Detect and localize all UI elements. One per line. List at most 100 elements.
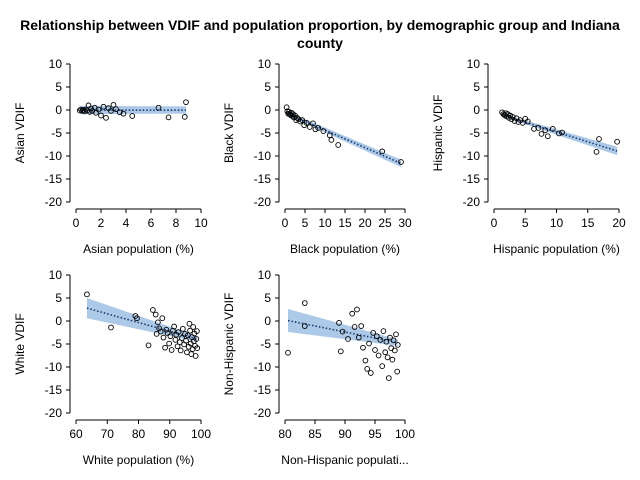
data-point bbox=[614, 138, 620, 145]
data-point bbox=[189, 346, 196, 352]
data-point bbox=[186, 320, 193, 327]
data-point bbox=[299, 117, 306, 123]
data-point bbox=[379, 363, 386, 369]
data-point bbox=[372, 347, 378, 353]
data-point bbox=[181, 114, 188, 120]
x-tick-label: 10 bbox=[194, 216, 208, 230]
data-point bbox=[384, 354, 391, 361]
data-point bbox=[391, 347, 398, 354]
data-point bbox=[549, 126, 556, 132]
data-point bbox=[95, 106, 102, 113]
data-point bbox=[183, 99, 189, 106]
x-tick-label: 10 bbox=[550, 216, 564, 230]
data-point bbox=[556, 130, 562, 137]
data-point bbox=[393, 331, 399, 338]
data-point bbox=[168, 347, 175, 353]
data-point bbox=[165, 114, 172, 121]
y-tick-label: -10 bbox=[254, 149, 272, 163]
data-point bbox=[385, 375, 392, 381]
x-tick-label: 2 bbox=[98, 216, 105, 230]
data-point bbox=[306, 124, 313, 130]
x-tick-label: 0 bbox=[491, 216, 498, 230]
x-tick-label: 90 bbox=[338, 427, 352, 441]
data-point bbox=[315, 125, 322, 131]
data-point bbox=[80, 107, 87, 113]
data-point bbox=[98, 112, 104, 119]
y-tick-label: 0 bbox=[264, 314, 271, 328]
y-tick-label: -5 bbox=[51, 126, 62, 140]
x-tick-label: 95 bbox=[368, 427, 382, 441]
data-point bbox=[360, 344, 366, 351]
data-point bbox=[193, 336, 200, 342]
data-point bbox=[398, 159, 404, 165]
x-tick-label: 60 bbox=[69, 427, 83, 441]
data-point bbox=[328, 137, 335, 143]
y-tick-label: 0 bbox=[55, 103, 62, 117]
x-tick-label: 85 bbox=[308, 427, 322, 441]
data-point bbox=[351, 324, 358, 330]
data-point bbox=[596, 136, 602, 142]
data-point bbox=[370, 330, 377, 336]
data-point bbox=[312, 126, 319, 133]
y-tick-label: -10 bbox=[463, 149, 481, 163]
data-point bbox=[129, 113, 136, 119]
x-tick-label: 80 bbox=[278, 427, 292, 441]
data-point bbox=[86, 108, 93, 115]
data-point bbox=[194, 345, 201, 351]
y-tick-label: -15 bbox=[463, 172, 481, 186]
data-point bbox=[113, 106, 119, 112]
data-point bbox=[335, 142, 342, 148]
confidence-band bbox=[502, 113, 618, 156]
y-tick-label: -10 bbox=[45, 360, 63, 374]
data-point bbox=[84, 291, 90, 298]
data-point bbox=[380, 328, 387, 334]
data-point bbox=[301, 323, 308, 329]
data-point bbox=[345, 336, 351, 342]
data-point bbox=[179, 335, 185, 341]
data-point bbox=[538, 131, 545, 137]
x-axis-title: Non-Hispanic populati... bbox=[281, 453, 408, 467]
data-point bbox=[394, 342, 401, 348]
x-tick-label: 10 bbox=[318, 216, 332, 230]
y-tick-label: 0 bbox=[264, 103, 271, 117]
y-tick-label: -20 bbox=[463, 195, 481, 209]
data-point bbox=[542, 127, 549, 134]
x-tick-label: 100 bbox=[395, 427, 415, 441]
y-axis-title: Black VDIF bbox=[222, 103, 236, 163]
data-point bbox=[145, 342, 152, 349]
x-tick-label: 100 bbox=[191, 427, 211, 441]
data-point bbox=[394, 368, 401, 375]
y-axis-title: White VDIF bbox=[13, 313, 27, 374]
y-axis-title: Asian VDIF bbox=[13, 103, 27, 164]
data-point bbox=[387, 334, 393, 341]
y-tick-label: -15 bbox=[254, 383, 272, 397]
y-tick-label: 5 bbox=[473, 80, 480, 94]
y-tick-label: 0 bbox=[55, 314, 62, 328]
y-tick-label: -5 bbox=[260, 126, 271, 140]
y-tick-label: -5 bbox=[260, 337, 271, 351]
y-tick-label: 10 bbox=[258, 268, 272, 282]
data-point bbox=[171, 323, 177, 330]
data-point bbox=[100, 103, 107, 110]
data-point bbox=[339, 328, 346, 335]
data-point bbox=[288, 109, 295, 116]
y-tick-label: -5 bbox=[51, 337, 62, 351]
x-tick-label: 5 bbox=[522, 216, 529, 230]
x-tick-label: 6 bbox=[148, 216, 155, 230]
data-point bbox=[162, 344, 168, 351]
data-point bbox=[362, 357, 369, 364]
confidence-band bbox=[86, 298, 198, 342]
data-point bbox=[544, 133, 551, 140]
y-tick-label: 10 bbox=[49, 57, 63, 71]
data-point bbox=[166, 340, 172, 347]
y-tick-label: 10 bbox=[49, 268, 63, 282]
data-point bbox=[294, 114, 300, 121]
data-point bbox=[120, 110, 127, 117]
x-tick-label: 0 bbox=[73, 216, 80, 230]
data-point bbox=[155, 104, 162, 111]
x-tick-label: 20 bbox=[612, 216, 626, 230]
y-tick-label: 10 bbox=[258, 57, 272, 71]
data-point bbox=[177, 347, 184, 354]
